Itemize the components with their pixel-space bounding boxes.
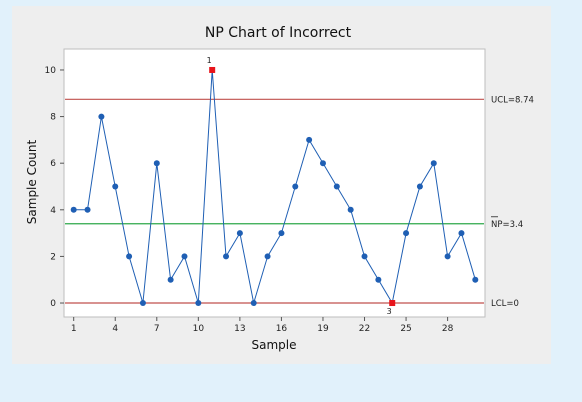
flag-label-11: 1 [207, 56, 212, 65]
x-tick-label-9: 28 [442, 324, 454, 334]
y-tick-label-0: 0 [50, 299, 56, 309]
data-point-13 [236, 230, 243, 237]
data-point-21 [347, 206, 354, 213]
data-point-29 [458, 230, 465, 237]
data-point-8 [167, 276, 174, 283]
data-point-5 [126, 253, 133, 260]
series-line-0 [73, 69, 476, 305]
y-axis-label: Sample Count [25, 139, 39, 224]
ref-label-UCL: UCL=8.74 [491, 95, 534, 105]
y-axis: 0 2 4 6 8 10 [45, 66, 64, 309]
data-point-22 [361, 253, 368, 260]
data-point-4 [112, 183, 119, 190]
data-point-9 [181, 253, 188, 260]
data-point-27 [430, 160, 437, 167]
data-point-19 [319, 160, 326, 167]
data-point-1 [70, 206, 77, 213]
x-tick-label-4: 13 [234, 324, 245, 334]
data-point-2 [84, 206, 91, 213]
data-point-23 [375, 276, 382, 283]
data-point-18 [306, 136, 313, 143]
y-tick-label-3: 6 [50, 159, 56, 169]
data-point-14 [250, 300, 257, 307]
data-point-25 [403, 230, 410, 237]
y-tick-label-5: 10 [45, 66, 57, 76]
data-point-7 [153, 160, 160, 167]
y-tick-label-1: 2 [50, 252, 56, 262]
flag-label-24: 3 [387, 307, 392, 316]
ref-label-center: NP=3.4 [491, 220, 523, 230]
data-point-6 [139, 300, 146, 307]
flagged-point-24 [389, 300, 396, 307]
x-axis: 1 4 7 10 13 16 19 22 25 28 [71, 317, 454, 334]
data-point-30 [472, 276, 479, 283]
ref-label-LCL: LCL=0 [491, 299, 519, 309]
y-tick-label-4: 8 [50, 113, 56, 123]
x-tick-label-0: 1 [71, 324, 77, 334]
y-tick-label-2: 4 [50, 206, 56, 216]
x-tick-label-2: 7 [154, 324, 160, 334]
chart-title: NP Chart of Incorrect [205, 25, 352, 41]
np-chart: NP Chart of Incorrect UCL=8.74 NP=3.4 LCL=… [25, 25, 534, 352]
x-tick-label-1: 4 [112, 324, 118, 334]
chart-panel: NP Chart of Incorrect UCL=8.74 NP=3.4 LCL=… [12, 6, 551, 364]
x-tick-label-3: 10 [193, 324, 205, 334]
x-tick-label-6: 19 [317, 324, 329, 334]
x-axis-label: Sample [252, 338, 297, 352]
data-point-15 [264, 253, 271, 260]
series-layer: 13 [70, 56, 479, 316]
data-point-12 [223, 253, 230, 260]
data-point-20 [333, 183, 340, 190]
x-tick-label-8: 25 [400, 324, 411, 334]
data-point-10 [195, 300, 202, 307]
data-point-26 [416, 183, 423, 190]
flagged-point-11 [209, 66, 216, 73]
data-point-3 [98, 113, 105, 120]
x-tick-label-5: 16 [276, 324, 288, 334]
data-point-17 [292, 183, 299, 190]
data-point-16 [278, 230, 285, 237]
x-tick-label-7: 22 [359, 324, 370, 334]
data-point-28 [444, 253, 451, 260]
reference-lines: UCL=8.74 NP=3.4 LCL=0 [65, 95, 534, 309]
